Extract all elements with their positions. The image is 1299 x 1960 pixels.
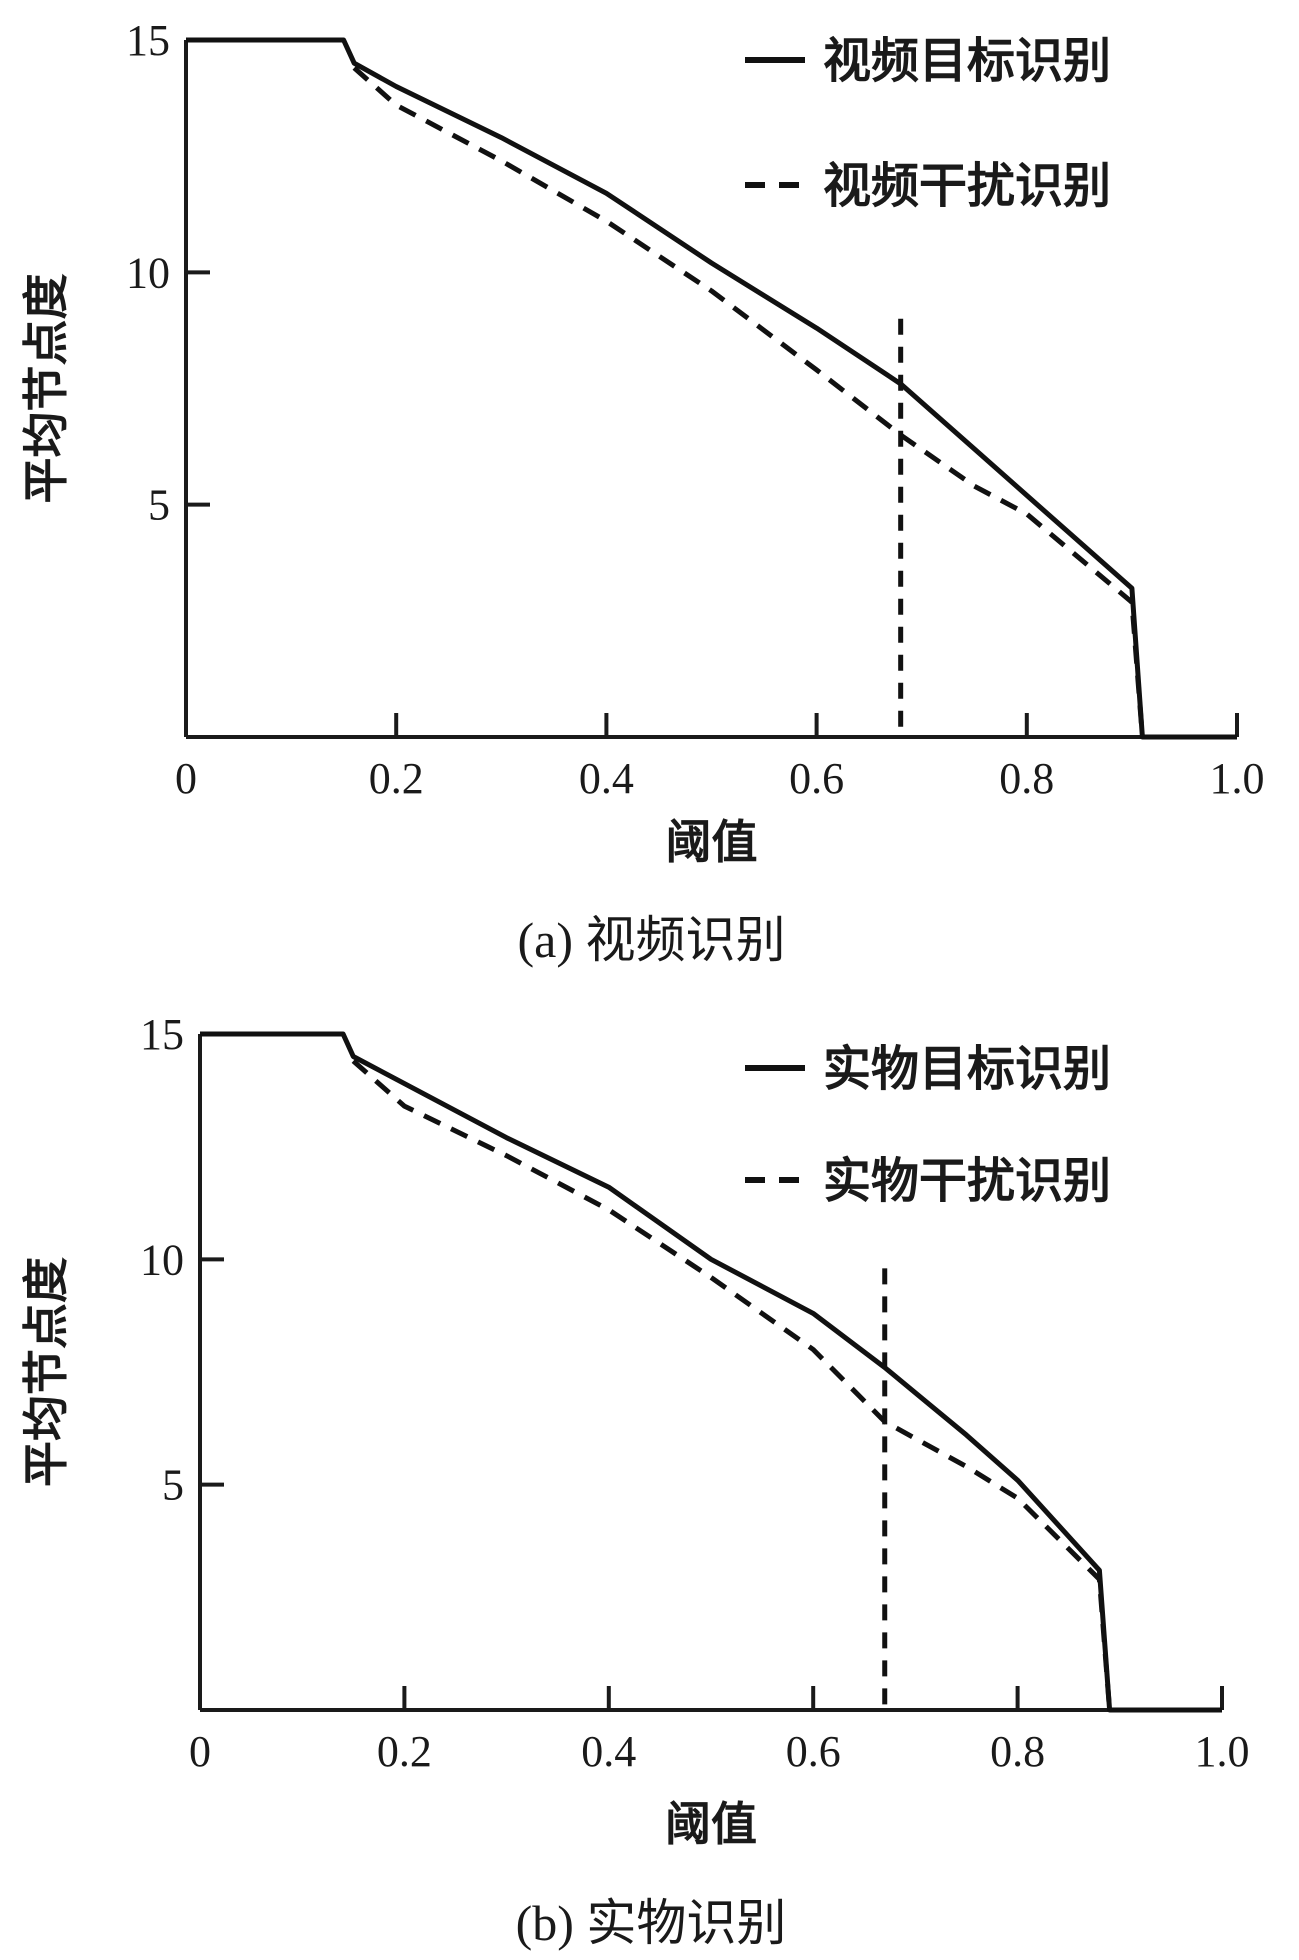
y-tick-label: 5 (162, 1461, 184, 1510)
y-tick-label: 10 (140, 1235, 184, 1284)
y-tick-label: 15 (126, 16, 170, 65)
x-tick-label: 0 (189, 1727, 211, 1776)
y-tick-label: 15 (140, 1010, 184, 1059)
figure-caption: (b) 实物识别 (516, 1895, 787, 1951)
x-tick-label: 0.2 (369, 754, 424, 803)
series-line-dashed (351, 1059, 1113, 1711)
legend-label: 实物干扰识别 (823, 1153, 1111, 1209)
x-tick-label: 0.6 (786, 1727, 841, 1776)
x-tick-label: 1.0 (1195, 1727, 1250, 1776)
x-tick-label: 1.0 (1210, 754, 1265, 803)
y-axis-title: 平均节点度 (19, 1257, 73, 1487)
series-line-solid (186, 37, 1237, 740)
chart-panel-b: 0 0.2 0.4 0.6 0.8 1.0 5 10 15 阈值 平均节点度 实物目标识别实物干扰识别… (19, 1010, 1250, 1951)
x-axis-title: 阈值 (666, 815, 758, 869)
legend-label: 实物目标识别 (823, 1041, 1111, 1097)
y-axis-title: 平均节点度 (19, 274, 73, 504)
y-tick-label: 5 (148, 481, 170, 530)
x-tick-label: 0.2 (377, 1727, 432, 1776)
x-tick-label: 0.8 (999, 754, 1054, 803)
series-line-solid (200, 1031, 1222, 1713)
x-tick-label: 0.8 (990, 1727, 1045, 1776)
x-tick-label: 0.6 (789, 754, 844, 803)
figure-caption: (a) 视频识别 (518, 912, 786, 968)
y-tick-label: 10 (126, 248, 170, 297)
series-line-dashed (352, 66, 1145, 738)
chart-panel-a: 0 0.2 0.4 0.6 0.8 1.0 5 10 15 阈值 平均节点度 视频目标识别视频干扰识别… (19, 16, 1265, 968)
x-tick-label: 0 (175, 754, 197, 803)
legend-label: 视频目标识别 (823, 33, 1111, 89)
legend-label: 视频干扰识别 (823, 158, 1111, 214)
x-tick-label: 0.4 (581, 1727, 636, 1776)
x-axis-title: 阈值 (665, 1797, 757, 1851)
x-tick-label: 0.4 (579, 754, 634, 803)
